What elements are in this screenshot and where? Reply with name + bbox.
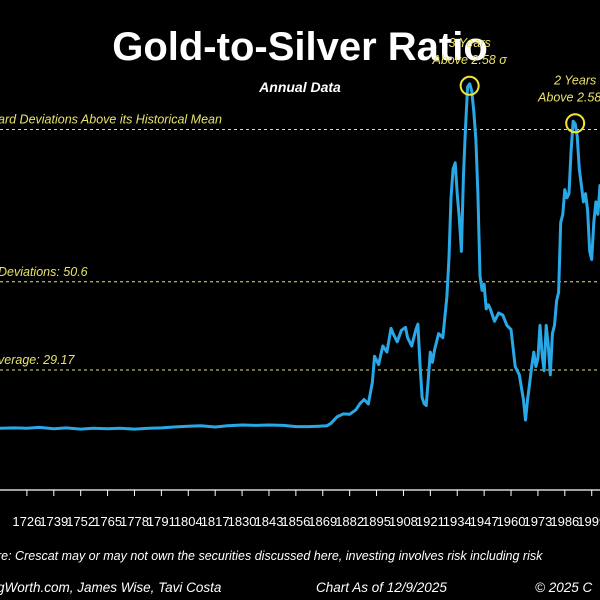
x-tick-label: 1765 [93, 514, 122, 529]
x-tick-label: 1960 [497, 514, 526, 529]
x-tick-label: 1726 [12, 514, 41, 529]
reference-labels: ard Deviations Above its Historical Mean… [0, 112, 222, 366]
x-tick-label: 1830 [228, 514, 257, 529]
x-tick-label: 1804 [174, 514, 203, 529]
peak-circle [459, 75, 480, 96]
x-tick-label: 1752 [66, 514, 95, 529]
reference-lines [0, 128, 600, 371]
chart-title: Gold-to-Silver Ratio [112, 25, 488, 69]
x-tick-label: 1934 [443, 514, 472, 529]
x-tick-label: 1947 [470, 514, 499, 529]
x-tick-label: 1791 [147, 514, 176, 529]
annotations: 3 Years Above 2.58 σ 2 Years Above 2.58 σ [432, 36, 600, 134]
x-tick-label: 1908 [389, 514, 418, 529]
x-tick-label: 1856 [281, 514, 310, 529]
x-tick-label: 1921 [416, 514, 445, 529]
annotation-line1: 2 Years [553, 73, 596, 87]
x-tick-label: 1999 [577, 514, 600, 529]
x-tick-label: 1986 [550, 514, 579, 529]
chart-subtitle: Annual Data [258, 79, 341, 95]
x-tick-label: 1973 [523, 514, 552, 529]
footer-disclaimer: re: Crescat may or may not own the secur… [0, 549, 543, 563]
x-tick-label: 1895 [362, 514, 391, 529]
peak-circle [565, 113, 586, 134]
annotation-line2: Above 2.58 σ [537, 90, 600, 104]
x-ticks: 1726173917521765177817911804181718301843… [12, 490, 600, 529]
footer-source: gWorth.com, James Wise, Tavi Costa [0, 580, 222, 595]
x-tick-label: 1869 [308, 514, 337, 529]
x-tick-label: 1778 [120, 514, 149, 529]
footer-date: Chart As of 12/9/2025 [316, 580, 447, 595]
reference-label: Deviations: 50.6 [0, 265, 88, 279]
x-axis: 1726173917521765177817911804181718301843… [0, 489, 600, 529]
x-tick-label: 1843 [255, 514, 284, 529]
x-tick-label: 1817 [201, 514, 230, 529]
series-line [0, 82, 600, 431]
reference-label: verage: 29.17 [0, 353, 75, 367]
x-tick-label: 1882 [335, 514, 364, 529]
reference-label: ard Deviations Above its Historical Mean [0, 112, 222, 126]
x-tick-label: 1739 [39, 514, 68, 529]
annotation-line2: Above 2.58 σ [432, 53, 508, 67]
footer-copyright: © 2025 C [535, 580, 592, 595]
annotation-line1: 3 Years [449, 36, 491, 50]
